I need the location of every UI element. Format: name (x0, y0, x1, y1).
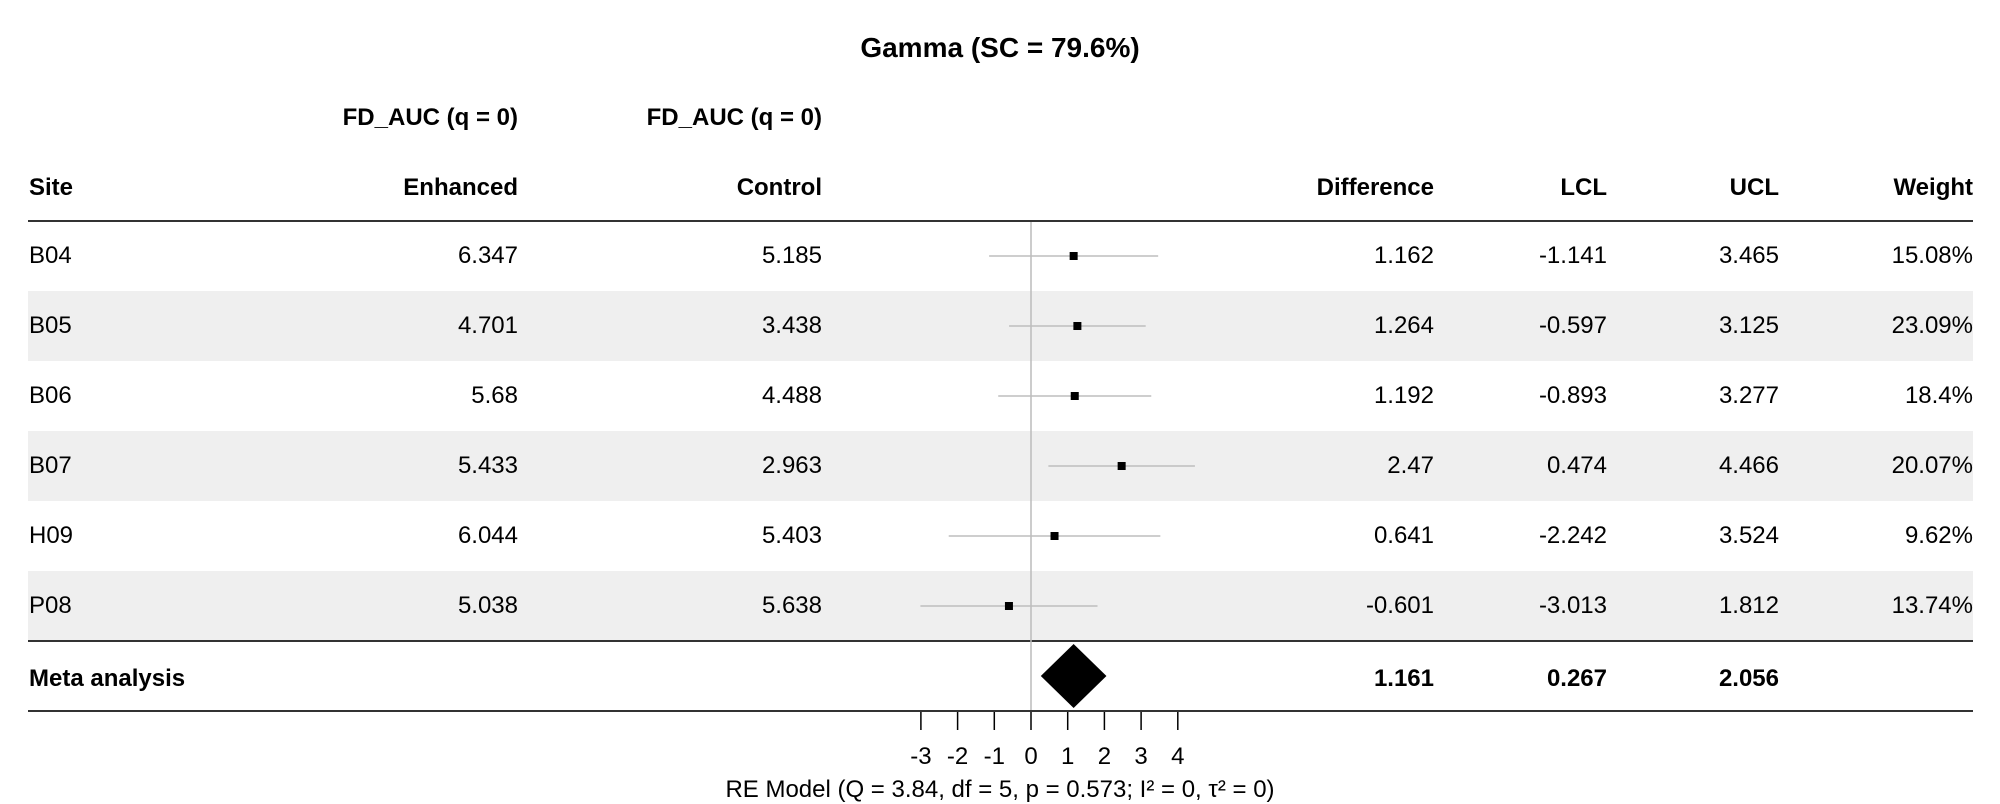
point-estimate-B06 (1070, 392, 1079, 400)
cell-site: P08 (29, 592, 72, 619)
cell-site: B04 (29, 242, 72, 269)
column-header-ucl: UCL (1729, 174, 1779, 201)
column-header-site: Site (29, 174, 74, 201)
summary-top-rule (28, 640, 1973, 642)
x-tick-label: -1 (984, 743, 1005, 770)
x-tick-label: 3 (1134, 743, 1147, 770)
cell-control: 4.488 (761, 382, 822, 409)
cell-site: B06 (29, 382, 72, 409)
row-band (28, 431, 1973, 501)
x-tick-label: 1 (1061, 743, 1074, 770)
cell-ucl: 3.524 (1718, 522, 1779, 549)
column-header-control: Control (736, 174, 822, 201)
cell-enhanced: 6.347 (457, 242, 518, 269)
cell-ucl: 1.812 (1718, 592, 1779, 619)
cell-lcl: -0.893 (1538, 382, 1607, 409)
point-estimate-H09 (1050, 532, 1059, 540)
x-tick-label: 0 (1024, 743, 1037, 770)
summary-label: Meta analysis (29, 665, 186, 692)
cell-control: 5.403 (761, 522, 822, 549)
cell-weight: 18.4% (1904, 382, 1973, 409)
cell-ucl: 4.466 (1718, 452, 1779, 479)
cell-enhanced: 5.68 (471, 382, 518, 409)
cell-control: 5.185 (761, 242, 822, 269)
cell-site: B05 (29, 312, 72, 339)
x-tick-label: -2 (947, 743, 968, 770)
cell-lcl: 0.474 (1546, 452, 1607, 479)
cell-difference: 2.47 (1387, 452, 1434, 479)
point-estimate-B04 (1069, 252, 1078, 260)
cell-difference: -0.601 (1365, 592, 1434, 619)
group-header-control: FD_AUC (q = 0) (646, 104, 822, 131)
cell-weight: 20.07% (1891, 452, 1973, 479)
point-estimate-P08 (1004, 602, 1013, 610)
cell-lcl: -1.141 (1538, 242, 1607, 269)
cell-difference: 1.162 (1373, 242, 1434, 269)
summary-lcl: 0.267 (1546, 665, 1607, 692)
cell-lcl: -0.597 (1538, 312, 1607, 339)
cell-weight: 13.74% (1891, 592, 1973, 619)
cell-ucl: 3.277 (1718, 382, 1779, 409)
cell-difference: 0.641 (1373, 522, 1434, 549)
cell-lcl: -2.242 (1538, 522, 1607, 549)
x-tick-label: 2 (1098, 743, 1111, 770)
cell-weight: 15.08% (1891, 242, 1973, 269)
cell-enhanced: 5.038 (457, 592, 518, 619)
cell-difference: 1.192 (1373, 382, 1434, 409)
cell-control: 3.438 (761, 312, 822, 339)
group-header-enhanced: FD_AUC (q = 0) (342, 104, 518, 131)
x-tick-label: 4 (1171, 743, 1184, 770)
cell-control: 2.963 (761, 452, 822, 479)
cell-lcl: -3.013 (1538, 592, 1607, 619)
column-header-lcl: LCL (1560, 174, 1607, 201)
cell-enhanced: 4.701 (457, 312, 518, 339)
cell-difference: 1.264 (1373, 312, 1434, 339)
cell-enhanced: 5.433 (457, 452, 518, 479)
cell-ucl: 3.125 (1718, 312, 1779, 339)
summary-diamond (1040, 644, 1107, 708)
cell-ucl: 3.465 (1718, 242, 1779, 269)
row-band (28, 291, 1973, 361)
cell-weight: 9.62% (1904, 522, 1973, 549)
summary-bottom-rule (28, 710, 1973, 712)
chart-title: Gamma (SC = 79.6%) (860, 32, 1140, 63)
header-rule (28, 220, 1973, 222)
cell-site: B07 (29, 452, 72, 479)
point-estimate-B07 (1117, 462, 1126, 470)
point-estimate-B05 (1073, 322, 1082, 330)
column-header-weight: Weight (1893, 174, 1973, 201)
column-header-enhanced: Enhanced (403, 174, 518, 201)
cell-enhanced: 6.044 (457, 522, 518, 549)
cell-control: 5.638 (761, 592, 822, 619)
column-header-difference: Difference (1316, 174, 1434, 201)
model-footnote: RE Model (Q = 3.84, df = 5, p = 0.573; I… (725, 776, 1275, 803)
cell-weight: 23.09% (1891, 312, 1973, 339)
summary-ucl: 2.056 (1718, 665, 1779, 692)
summary-difference: 1.161 (1373, 665, 1434, 692)
cell-site: H09 (29, 522, 74, 549)
x-tick-label: -3 (910, 743, 931, 770)
